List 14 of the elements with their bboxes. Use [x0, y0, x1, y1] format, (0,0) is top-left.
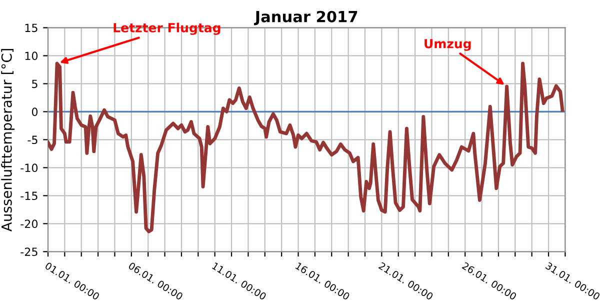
y-tick-label: -15: [20, 192, 38, 200]
y-tick-label: -5: [28, 136, 38, 144]
y-tick-label: -10: [20, 164, 38, 172]
y-axis-title: Aussenlufttemperatur [°C]: [1, 48, 15, 232]
annotation: Umzug: [424, 39, 471, 51]
chart-title: Januar 2017: [254, 10, 358, 26]
y-tick-label: 0: [32, 108, 38, 116]
y-tick-label: -25: [20, 248, 38, 256]
y-tick-label: -20: [20, 220, 38, 228]
y-tick-label: 10: [25, 52, 38, 60]
line-series: [48, 62, 564, 234]
y-tick-label: 15: [25, 24, 38, 32]
annotation: Letzter Flugtag: [114, 22, 220, 35]
y-tick-label: 5: [32, 80, 38, 88]
